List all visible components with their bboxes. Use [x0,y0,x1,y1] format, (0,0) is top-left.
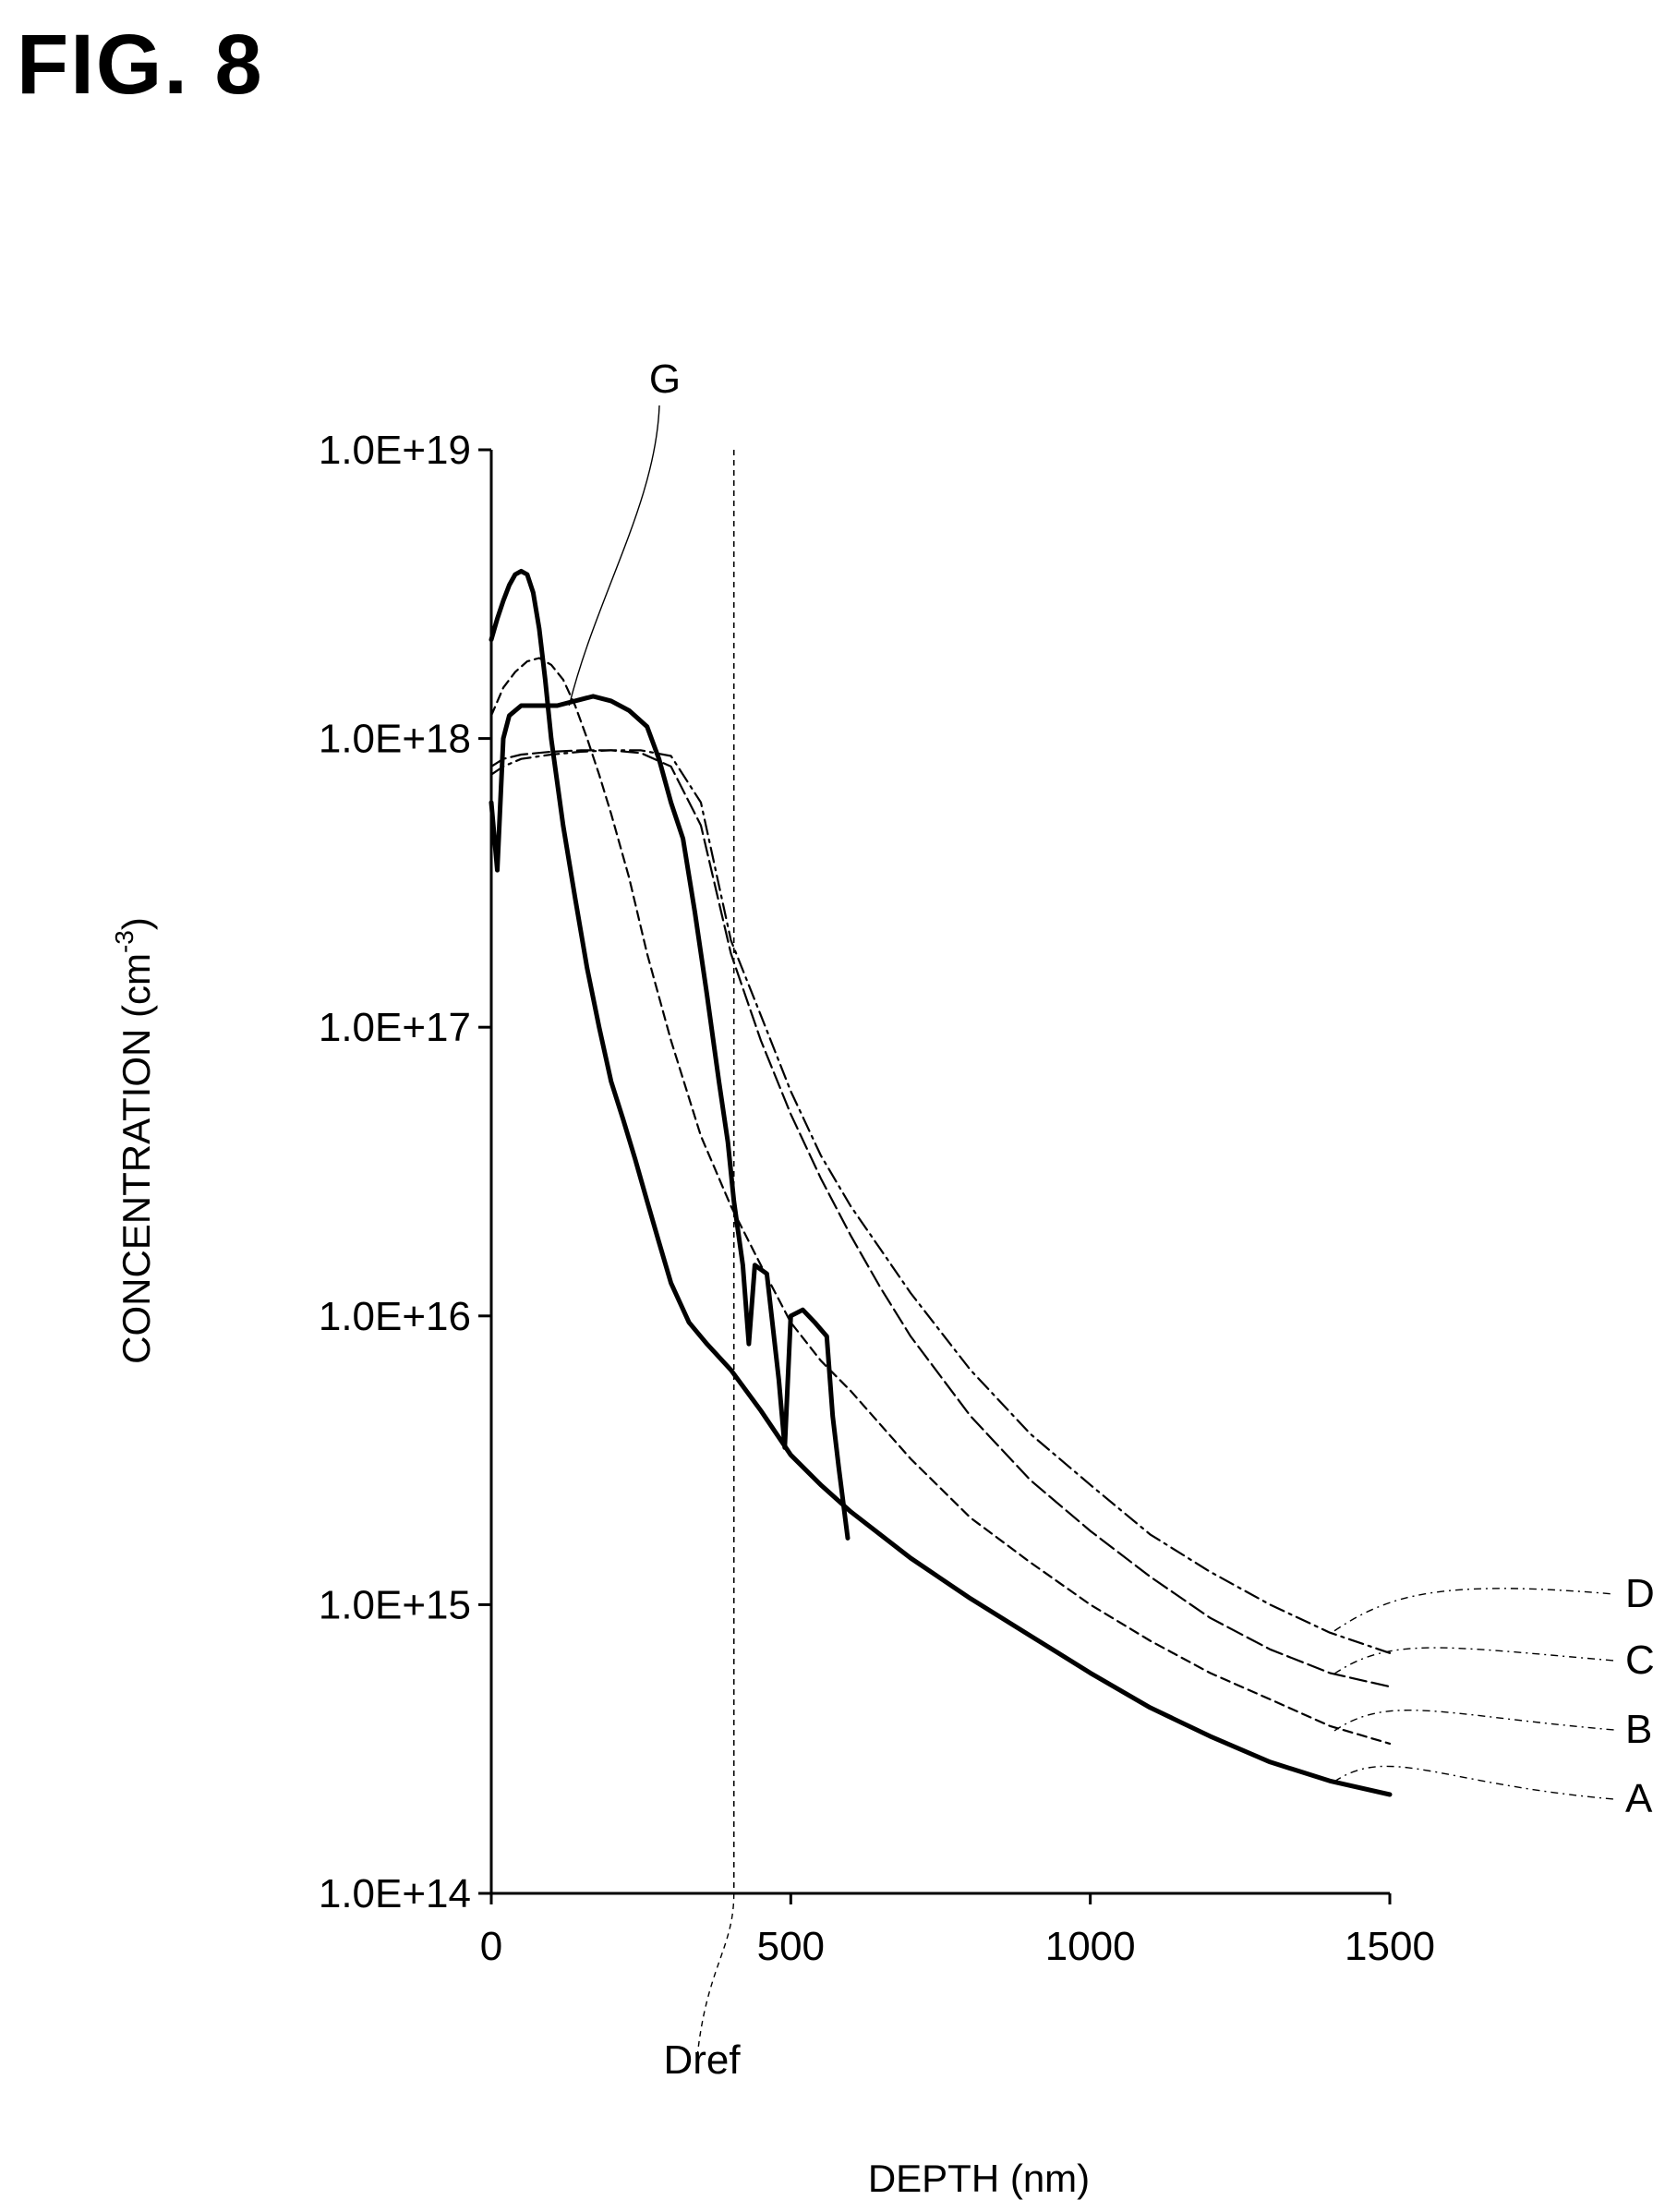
y-tick-label: 1.0E+15 [319,1582,471,1627]
y-axis-title: CONCENTRATION (cm-3) [110,917,158,1364]
leader-line-D [1333,1588,1615,1632]
y-axis-title-text: CONCENTRATION (cm [115,953,158,1364]
y-tick-label: 1.0E+19 [319,428,471,473]
y-axis-title-exponent: -3 [110,930,139,953]
y-axis-title-close: ) [115,917,158,930]
y-tick-label: 1.0E+16 [319,1294,471,1339]
curve-label-G: G [649,357,681,402]
x-tick-label: 1000 [1045,1924,1136,1969]
series-line-D [489,749,1392,1654]
y-tick-label: 1.0E+17 [319,1005,471,1050]
x-tick-label: 0 [480,1924,502,1969]
leader-line-G [568,405,660,707]
series-group [489,568,1393,1797]
series-line-G [489,694,851,1541]
leader-line-B [1333,1710,1615,1732]
x-tick-label: 500 [757,1924,825,1969]
series-line-C [489,749,1392,1688]
x-tick-label: 1500 [1345,1924,1435,1969]
leader-line-C [1333,1647,1615,1674]
reference-leader [696,1892,735,2061]
leader-line-A [1333,1765,1615,1800]
x-axis-title: DEPTH (nm) [868,2157,1090,2200]
figure-title: FIG. 8 [17,18,264,112]
reference-line-group [696,450,735,2061]
curve-label-B: B [1625,1707,1652,1752]
curve-label-A: A [1625,1776,1653,1821]
chart-axes: 1.0E+14 1.0E+15 1.0E+16 1.0E+17 1.0E+18 1.0E+… [319,428,1435,1969]
y-tick-label: 1.0E+18 [319,717,471,762]
series-line-A [489,568,1393,1797]
curve-label-C: C [1625,1638,1655,1683]
curve-label-D: D [1625,1571,1655,1616]
y-tick-label: 1.0E+14 [319,1871,471,1916]
series-line-B [489,657,1392,1745]
reference-line-label: Dref [663,2037,741,2083]
